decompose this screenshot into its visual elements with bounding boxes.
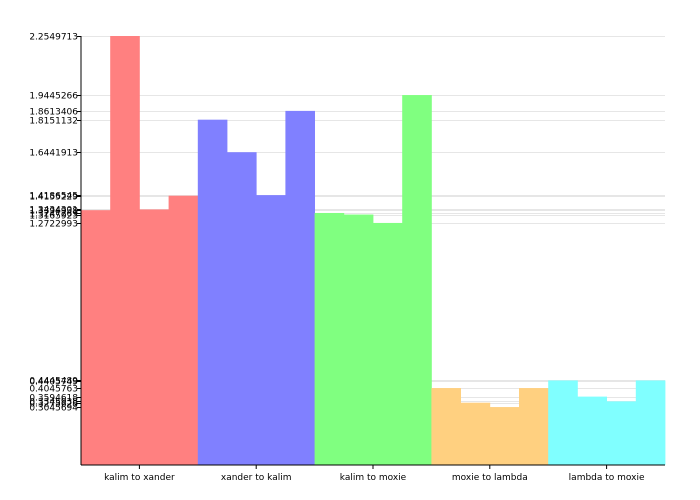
y-tick-label: 0.3045694 bbox=[29, 404, 78, 414]
x-labels: kalim to xander xander to kalim kalim to m… bbox=[104, 465, 645, 483]
y-tick-label: 1.3434301 bbox=[29, 206, 78, 216]
bar bbox=[285, 110, 315, 465]
y-tick-label: 0.3594618 bbox=[29, 394, 78, 404]
y-tick-label: 1.3247269 bbox=[29, 210, 78, 220]
y-tick-label: 1.9445266 bbox=[29, 92, 78, 102]
y-tick-label: 1.4155229 bbox=[29, 193, 78, 203]
bar bbox=[227, 152, 257, 465]
y-tick-label: 0.4405749 bbox=[29, 378, 78, 388]
bar bbox=[168, 195, 199, 465]
x-category-label: xander to kalim bbox=[221, 473, 292, 483]
bar bbox=[548, 380, 578, 465]
bar bbox=[460, 402, 491, 465]
x-category-label: kalim to moxie bbox=[340, 473, 407, 483]
x-category-label: lambda to moxie bbox=[569, 473, 645, 483]
y-tick-label: 2.2549713 bbox=[29, 33, 78, 43]
bar bbox=[197, 119, 228, 466]
bar bbox=[402, 95, 432, 465]
y-tick-label: 0.4045763 bbox=[29, 385, 78, 395]
bar bbox=[343, 214, 374, 465]
bars bbox=[81, 36, 666, 466]
y-tick-label: 1.3165923 bbox=[29, 212, 78, 222]
bar bbox=[373, 222, 403, 465]
x-category-label: moxie to lambda bbox=[452, 473, 528, 483]
bar bbox=[110, 36, 140, 465]
bar bbox=[577, 396, 607, 465]
bar bbox=[431, 388, 461, 465]
bar bbox=[606, 401, 637, 465]
y-tick-label: 1.8613406 bbox=[29, 108, 78, 118]
bar bbox=[635, 380, 666, 465]
y-tick-label: 1.2722993 bbox=[29, 220, 78, 230]
y-tick-label: 0.4445489 bbox=[29, 377, 78, 387]
y-tick-label: 0.3345938 bbox=[29, 398, 78, 408]
x-category-label: kalim to xander bbox=[104, 473, 175, 483]
y-tick-label: 0.3275628 bbox=[29, 400, 78, 410]
y-tick-label: 1.8151132 bbox=[29, 117, 78, 127]
y-tick-label: 1.6441913 bbox=[29, 149, 78, 159]
bar bbox=[489, 407, 520, 465]
bar bbox=[519, 388, 549, 465]
y-tick-label: 1.4186545 bbox=[29, 192, 78, 202]
bar bbox=[139, 209, 169, 465]
y-tick-label: 1.3394938 bbox=[29, 207, 78, 217]
bar bbox=[256, 195, 286, 466]
bar bbox=[314, 212, 345, 465]
bar bbox=[81, 210, 111, 465]
